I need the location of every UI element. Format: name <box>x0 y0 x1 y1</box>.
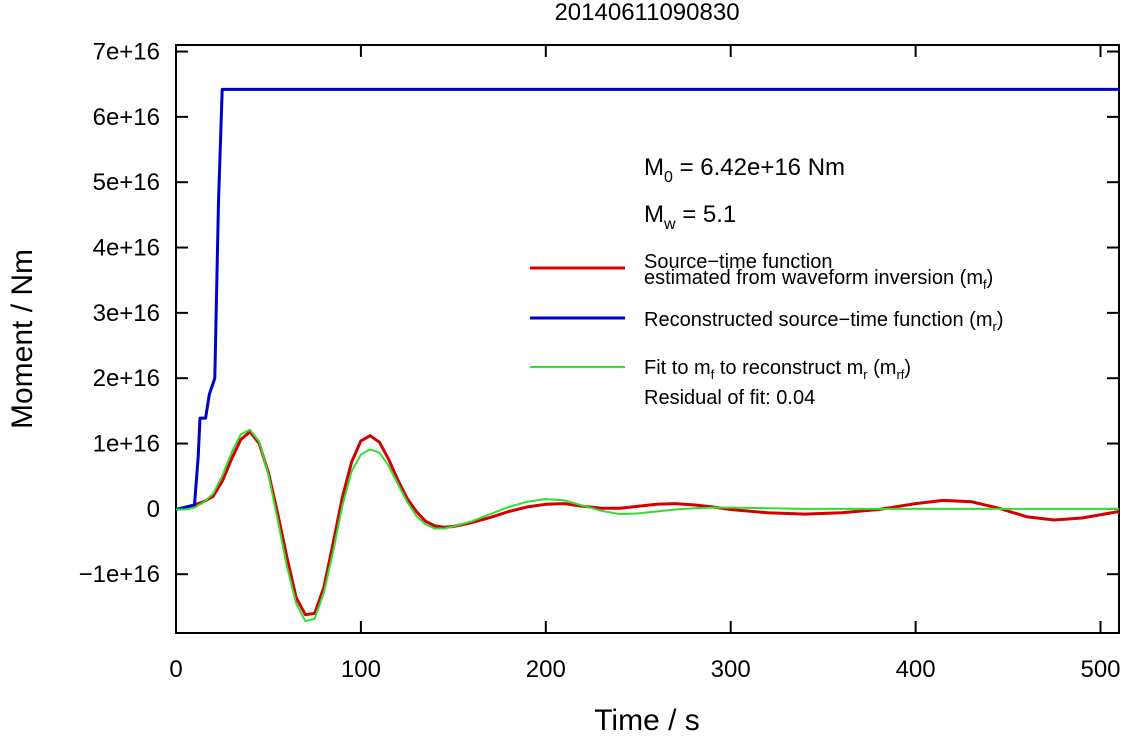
x-tick-label: 200 <box>526 656 566 683</box>
residual-annotation: Residual of fit: 0.04 <box>644 387 815 409</box>
y-tick-label: 2e+16 <box>93 365 160 392</box>
y-tick-label: 7e+16 <box>93 39 160 66</box>
legend-label-reconstructed: Reconstructed source−time function (mr) <box>644 309 1004 334</box>
legend-label-source-time-function: Source−time function estimated from wave… <box>644 251 993 292</box>
y-tick-label: 5e+16 <box>93 169 160 196</box>
seismic-moment-annotation: M0 = 6.42e+16 Nm <box>644 154 845 186</box>
y-tick-label: 0 <box>147 496 160 523</box>
y-tick-label: 4e+16 <box>93 235 160 262</box>
x-tick-label: 0 <box>169 656 182 683</box>
series-fit <box>176 428 1119 623</box>
x-axis-label: Time / s <box>594 704 700 734</box>
legend-label-fit: Fit to mf to reconstruct mr (mrf) <box>644 357 911 382</box>
x-tick-label: 500 <box>1080 656 1120 683</box>
x-tick-label: 100 <box>341 656 381 683</box>
y-tick-label: 3e+16 <box>93 300 160 327</box>
legend: Source−time function estimated from wave… <box>530 251 1004 409</box>
x-axis-ticks: 0 100 200 300 400 500 <box>169 45 1121 683</box>
y-axis-ticks: −1e+16 0 1e+16 2e+16 3e+16 4e+16 5e+16 6e+16 7e+… <box>79 39 1119 588</box>
series-layer <box>175 87 1120 623</box>
y-tick-label: 1e+16 <box>93 431 160 458</box>
chart-title: 20140611090830 <box>554 0 739 26</box>
x-tick-label: 400 <box>896 656 936 683</box>
moment-magnitude-annotation: Mw = 5.1 <box>644 201 736 233</box>
y-tick-label: −1e+16 <box>79 561 160 588</box>
plot-frame <box>175 44 1120 634</box>
x-tick-label: 300 <box>711 656 751 683</box>
y-tick-label: 6e+16 <box>93 104 160 131</box>
series-reconstructed <box>175 87 1119 511</box>
series-source-time-function <box>175 430 1120 617</box>
y-axis-label: Moment / Nm <box>6 249 39 429</box>
